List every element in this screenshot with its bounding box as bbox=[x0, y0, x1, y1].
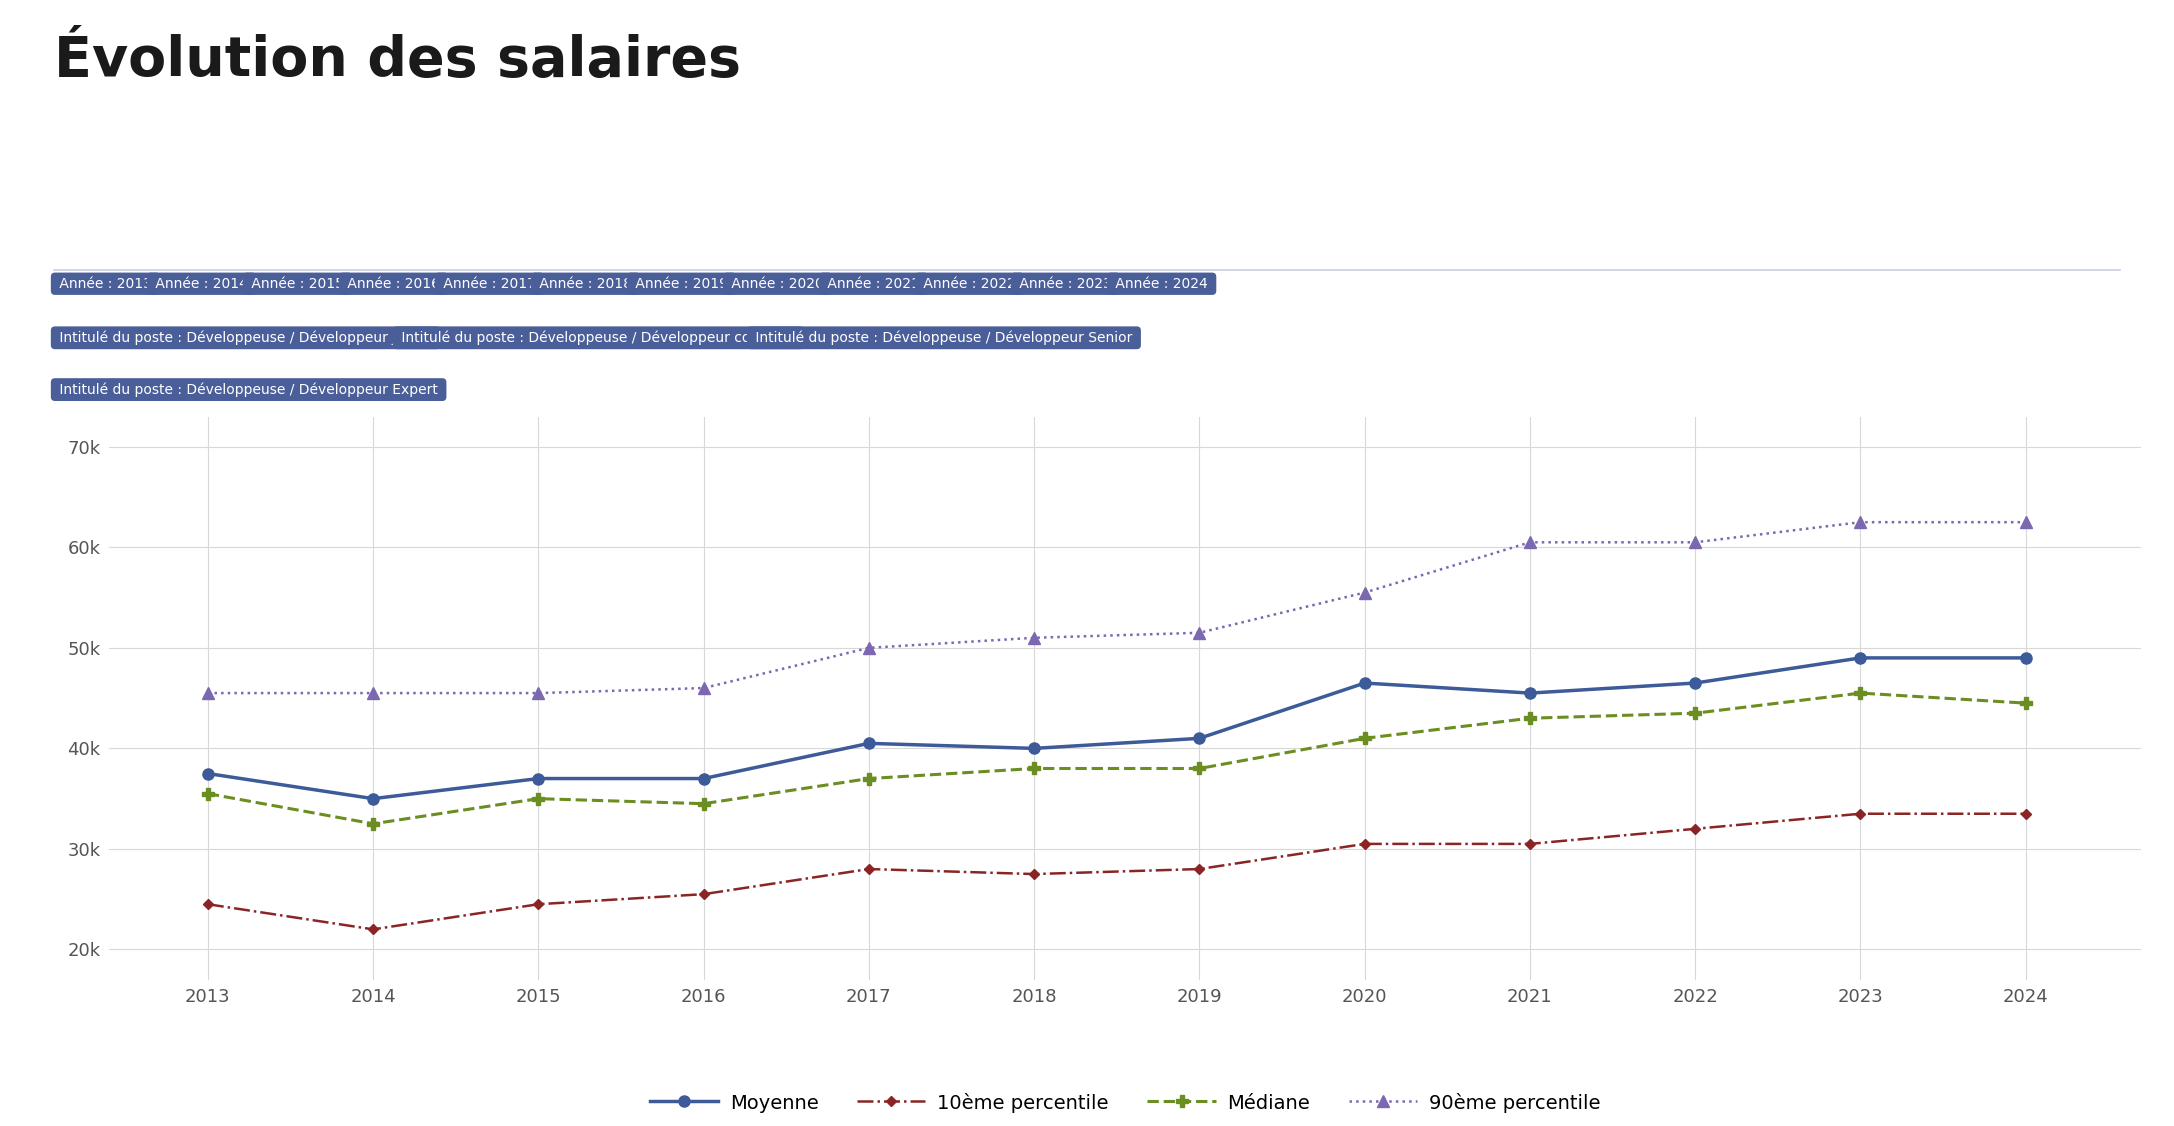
Line: Médiane: Médiane bbox=[202, 687, 2033, 830]
90ème percentile bbox=[1022, 631, 1048, 644]
90ème percentile bbox=[857, 641, 883, 654]
90ème percentile bbox=[2013, 516, 2039, 529]
Moyenne bbox=[1848, 651, 1874, 664]
10ème percentile bbox=[1517, 837, 1544, 850]
10ème percentile bbox=[1187, 863, 1213, 876]
90ème percentile bbox=[1352, 586, 1378, 599]
Text: Intitulé du poste : Développeuse / Développeur Junior: Intitulé du poste : Développeuse / Dével… bbox=[54, 331, 437, 345]
Line: 90ème percentile: 90ème percentile bbox=[202, 517, 2031, 698]
10ème percentile bbox=[1848, 807, 1874, 821]
Médiane bbox=[1352, 732, 1378, 745]
10ème percentile bbox=[1683, 822, 1709, 835]
Text: Évolution des salaires: Évolution des salaires bbox=[54, 34, 741, 88]
Moyenne bbox=[196, 767, 222, 780]
Médiane bbox=[526, 792, 552, 805]
Moyenne bbox=[1683, 677, 1709, 690]
Text: Intitulé du poste : Développeuse / Développeur Expert: Intitulé du poste : Développeuse / Dével… bbox=[54, 383, 441, 396]
Text: Année : 2017: Année : 2017 bbox=[439, 277, 541, 291]
Médiane bbox=[1683, 706, 1709, 720]
Médiane bbox=[1022, 761, 1048, 775]
Médiane bbox=[691, 797, 717, 811]
Text: Année : 2013: Année : 2013 bbox=[54, 277, 157, 291]
90ème percentile bbox=[1683, 536, 1709, 549]
90ème percentile bbox=[361, 687, 387, 700]
Médiane bbox=[1517, 712, 1544, 725]
Text: Année : 2023: Année : 2023 bbox=[1015, 277, 1115, 291]
Text: Intitulé du poste : Développeuse / Développeur confirmé: Intitulé du poste : Développeuse / Dével… bbox=[398, 331, 800, 345]
10ème percentile bbox=[857, 863, 883, 876]
Text: Année : 2020: Année : 2020 bbox=[726, 277, 828, 291]
Moyenne bbox=[2013, 651, 2039, 664]
10ème percentile bbox=[1352, 837, 1378, 850]
Text: Intitulé du poste : Développeuse / Développeur Senior: Intitulé du poste : Développeuse / Dével… bbox=[750, 331, 1137, 345]
10ème percentile bbox=[2013, 807, 2039, 821]
Médiane bbox=[196, 787, 222, 801]
Moyenne bbox=[1187, 732, 1213, 745]
Text: Année : 2018: Année : 2018 bbox=[535, 277, 637, 291]
Text: Année : 2022: Année : 2022 bbox=[920, 277, 1020, 291]
Text: Année : 2024: Année : 2024 bbox=[1111, 277, 1213, 291]
Line: Moyenne: Moyenne bbox=[202, 652, 2031, 804]
Moyenne bbox=[857, 736, 883, 750]
Text: Année : 2014: Année : 2014 bbox=[150, 277, 252, 291]
10ème percentile bbox=[526, 897, 552, 911]
10ème percentile bbox=[361, 922, 387, 936]
Legend: Moyenne, 10ème percentile, Médiane, 90ème percentile: Moyenne, 10ème percentile, Médiane, 90èm… bbox=[641, 1085, 1609, 1121]
10ème percentile bbox=[691, 887, 717, 901]
Moyenne bbox=[1352, 677, 1378, 690]
Médiane bbox=[857, 771, 883, 785]
Text: Année : 2019: Année : 2019 bbox=[630, 277, 733, 291]
Médiane bbox=[1848, 687, 1874, 700]
Moyenne bbox=[526, 771, 552, 785]
90ème percentile bbox=[526, 687, 552, 700]
90ème percentile bbox=[691, 681, 717, 695]
90ème percentile bbox=[1187, 626, 1213, 640]
Moyenne bbox=[361, 792, 387, 805]
Médiane bbox=[2013, 696, 2039, 709]
90ème percentile bbox=[196, 687, 222, 700]
Moyenne bbox=[691, 771, 717, 785]
Médiane bbox=[1187, 761, 1213, 775]
Text: Année : 2015: Année : 2015 bbox=[248, 277, 348, 291]
90ème percentile bbox=[1517, 536, 1544, 549]
Moyenne bbox=[1517, 687, 1544, 700]
10ème percentile bbox=[1022, 867, 1048, 881]
10ème percentile bbox=[196, 897, 222, 911]
90ème percentile bbox=[1848, 516, 1874, 529]
Moyenne bbox=[1022, 742, 1048, 756]
Line: 10ème percentile: 10ème percentile bbox=[204, 811, 2028, 932]
Text: Année : 2021: Année : 2021 bbox=[824, 277, 924, 291]
Text: Année : 2016: Année : 2016 bbox=[343, 277, 443, 291]
Médiane bbox=[361, 817, 387, 831]
